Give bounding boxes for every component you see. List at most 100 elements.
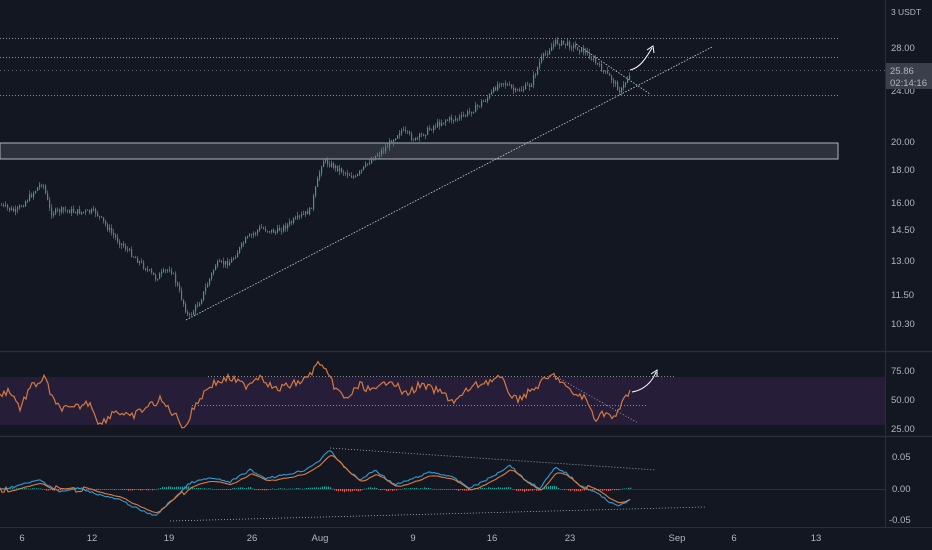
histogram-bar	[420, 488, 422, 489]
histogram-bar	[558, 488, 560, 489]
histogram-bar	[214, 488, 216, 490]
histogram-bar	[228, 489, 230, 490]
candle-body	[405, 129, 407, 132]
price-panel[interactable]	[0, 0, 885, 350]
histogram-bar	[498, 487, 500, 489]
candle-body	[65, 209, 67, 211]
histogram-bar	[566, 489, 568, 490]
candle-body	[549, 51, 551, 55]
histogram-bar	[416, 487, 418, 489]
candle-body	[521, 90, 523, 92]
candle-body	[257, 230, 259, 234]
histogram-bar	[156, 489, 158, 490]
histogram-bar	[38, 488, 40, 489]
histogram-bar	[494, 487, 496, 489]
histogram-bar	[356, 489, 358, 491]
candle-body	[413, 139, 415, 141]
histogram-bar	[380, 489, 382, 491]
histogram-bar	[444, 489, 446, 490]
macd-axis[interactable]: 0.05 0.00 -0.05	[889, 452, 911, 526]
macd-histogram[interactable]	[0, 485, 632, 493]
candle-body	[383, 150, 385, 152]
histogram-bar	[480, 487, 482, 489]
candle-body	[245, 237, 247, 244]
candle-body	[295, 217, 297, 219]
histogram-bar	[108, 489, 110, 490]
support-zone[interactable]	[0, 142, 839, 160]
macd-divergence-line[interactable]	[329, 447, 657, 471]
candle-body	[59, 209, 61, 213]
histogram-bar	[552, 486, 554, 489]
candle-body	[169, 269, 171, 271]
candle-body	[191, 314, 193, 316]
histogram-bar	[318, 487, 320, 489]
histogram-bar	[282, 488, 284, 490]
candle-body	[151, 269, 153, 273]
candle-body	[51, 207, 53, 216]
histogram-bar	[624, 488, 626, 489]
forecast-arrow[interactable]	[631, 371, 657, 393]
histogram-bar	[342, 489, 344, 492]
candle-body	[55, 208, 57, 214]
forecast-arrow[interactable]	[629, 47, 653, 71]
candle-body	[465, 115, 467, 117]
time-axis[interactable]: 6 12 19 26 Aug 9 16 23 Sep 6 13	[19, 533, 821, 544]
last-price-badge[interactable]	[886, 63, 932, 89]
histogram-bar	[60, 489, 62, 491]
histogram-bar	[448, 489, 450, 490]
histogram-bar	[586, 489, 588, 490]
candle-body	[563, 40, 565, 44]
candle-body	[623, 84, 625, 88]
rsi-axis[interactable]: 75.00 50.00 25.00	[891, 366, 915, 435]
candle-body	[399, 133, 401, 136]
histogram-bar	[94, 489, 96, 490]
histogram-bar	[532, 489, 534, 491]
price-axis[interactable]: 28.00 24.00 20.00 18.00 16.00 14.50 13.00 11.50…	[891, 43, 915, 330]
candle-body	[243, 243, 245, 244]
candle-body	[249, 234, 251, 237]
candle-body	[101, 216, 103, 218]
histogram-bar	[222, 489, 224, 490]
histogram-bar	[196, 488, 198, 489]
histogram-bar	[232, 488, 234, 489]
histogram-bar	[626, 488, 628, 489]
candlestick-series[interactable]	[1, 36, 631, 318]
candle-body	[439, 121, 441, 126]
candle-body	[473, 112, 475, 114]
histogram-bar	[398, 488, 400, 490]
candle-body	[395, 138, 397, 141]
histogram-bar	[34, 488, 36, 489]
histogram-bar	[152, 489, 154, 491]
histogram-bar	[304, 488, 306, 490]
histogram-bar	[326, 486, 328, 489]
histogram-bar	[22, 488, 24, 489]
histogram-bar	[390, 489, 392, 491]
macd-divergence-line[interactable]	[169, 506, 706, 522]
candle-body	[531, 84, 533, 87]
rsi-line[interactable]	[0, 360, 631, 429]
histogram-bar	[262, 489, 264, 491]
candle-body	[389, 140, 391, 147]
candle-body	[141, 261, 143, 263]
macd-panel[interactable]	[0, 438, 885, 526]
candle-body	[83, 211, 85, 213]
signal-line[interactable]	[0, 455, 631, 514]
histogram-bar	[630, 487, 632, 489]
candle-body	[105, 221, 107, 225]
histogram-bar	[580, 489, 582, 492]
rsi-downtrend-line[interactable]	[554, 375, 639, 424]
histogram-bar	[200, 488, 202, 489]
histogram-bar	[150, 489, 152, 490]
candle-body	[289, 221, 291, 225]
macd-tick-label: 0.00	[892, 484, 911, 495]
candle-body	[297, 215, 299, 218]
candle-body	[441, 123, 443, 126]
candle-body	[137, 258, 139, 263]
candle-body	[205, 287, 207, 292]
histogram-bar	[254, 489, 256, 491]
candle-body	[589, 52, 591, 59]
histogram-bar	[496, 487, 498, 489]
histogram-bar	[272, 488, 274, 489]
candle-body	[477, 105, 479, 107]
